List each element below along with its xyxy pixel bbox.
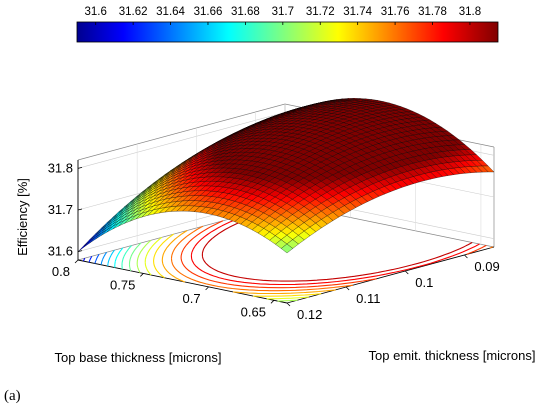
contour-projection <box>82 204 493 302</box>
z-tick-0 <box>77 250 83 253</box>
contour-level-2 <box>88 256 93 263</box>
y-tick-label-2: 0.11 <box>356 291 380 306</box>
colorbar-tick-label-6: 31.72 <box>306 6 335 18</box>
surface-patch-34-0 <box>83 237 96 248</box>
surface-patch-0-0 <box>280 243 294 254</box>
y-tick-label-1: 0.1 <box>415 275 433 290</box>
colorbar-tick-label-2: 31.64 <box>156 6 185 18</box>
x-tick-3 <box>270 300 275 304</box>
colorbar-bar <box>76 21 499 43</box>
x-tick-2 <box>205 286 209 291</box>
contour-level-3 <box>94 254 100 264</box>
x-tick-label-0: 0.8 <box>52 264 70 279</box>
contour-level-1 <box>82 257 86 262</box>
surface-mesh <box>77 98 495 254</box>
y-axis-label: Top emit. thickness [microns] <box>369 348 536 363</box>
contour-level-6 <box>114 247 124 268</box>
contour-level-10 <box>144 236 309 300</box>
y-tick-label-3: 0.12 <box>297 307 322 322</box>
colorbar-tick-label-9: 31.78 <box>418 6 447 18</box>
y-tick-3 <box>286 302 291 307</box>
contour-level-15 <box>190 211 480 286</box>
z-axis-label: Efficiency [%] <box>15 178 30 256</box>
colorbar-tick-label-5: 31.7 <box>272 6 294 18</box>
contour-level-8 <box>128 242 142 272</box>
colorbar-tick-label-7: 31.74 <box>343 6 372 18</box>
contour-level-13 <box>170 225 493 292</box>
colorbar-tick-label-10: 31.8 <box>459 6 481 18</box>
z-tick-label-1: 31.7 <box>48 202 73 217</box>
z-tick-label-0: 31.6 <box>48 244 73 259</box>
x-tick-label-2: 0.7 <box>183 291 201 306</box>
contour-level-4 <box>100 251 108 265</box>
colorbar-tick-label-4: 31.68 <box>231 6 260 18</box>
contour-level-7 <box>121 245 133 270</box>
x-tick-label-3: 0.65 <box>241 304 266 319</box>
z-tick-2 <box>77 166 83 169</box>
figure-caption: (a) <box>4 388 21 404</box>
tick-labels: 31.6 31.7 31.8 0.8 0.75 0.7 0.65 0.09 0.1 0.11 0.1… <box>48 160 500 322</box>
contour-level-11 <box>153 233 322 297</box>
y-tick-label-0: 0.09 <box>474 259 499 274</box>
z-tick-label-2: 31.8 <box>48 160 73 175</box>
contour-level-12 <box>161 230 336 295</box>
y-tick-0 <box>464 254 468 259</box>
x-tick-1 <box>140 273 144 277</box>
y-tick-2 <box>345 286 350 291</box>
x-tick-label-1: 0.75 <box>110 277 135 292</box>
y-tick-1 <box>405 270 409 275</box>
x-axis-label: Top base thickness [microns] <box>55 350 222 365</box>
contour-level-9 <box>136 239 298 302</box>
x-tick-0 <box>74 259 79 264</box>
colorbar: 31.6 31.62 31.64 31.66 31.68 31.7 31.72 31.74 31… <box>76 6 499 43</box>
contour-level-5 <box>107 249 115 267</box>
surface-chart: 31.6 31.62 31.64 31.66 31.68 31.7 31.72 31.74 31… <box>15 6 536 365</box>
colorbar-tick-label-8: 31.76 <box>381 6 410 18</box>
y-axis-line <box>286 246 495 304</box>
colorbar-tick-label-3: 31.66 <box>194 6 223 18</box>
contour-level-14 <box>180 220 487 289</box>
z-tick-1 <box>77 208 83 211</box>
colorbar-tick-label-1: 31.62 <box>119 6 148 18</box>
colorbar-tick-label-0: 31.6 <box>85 6 107 18</box>
